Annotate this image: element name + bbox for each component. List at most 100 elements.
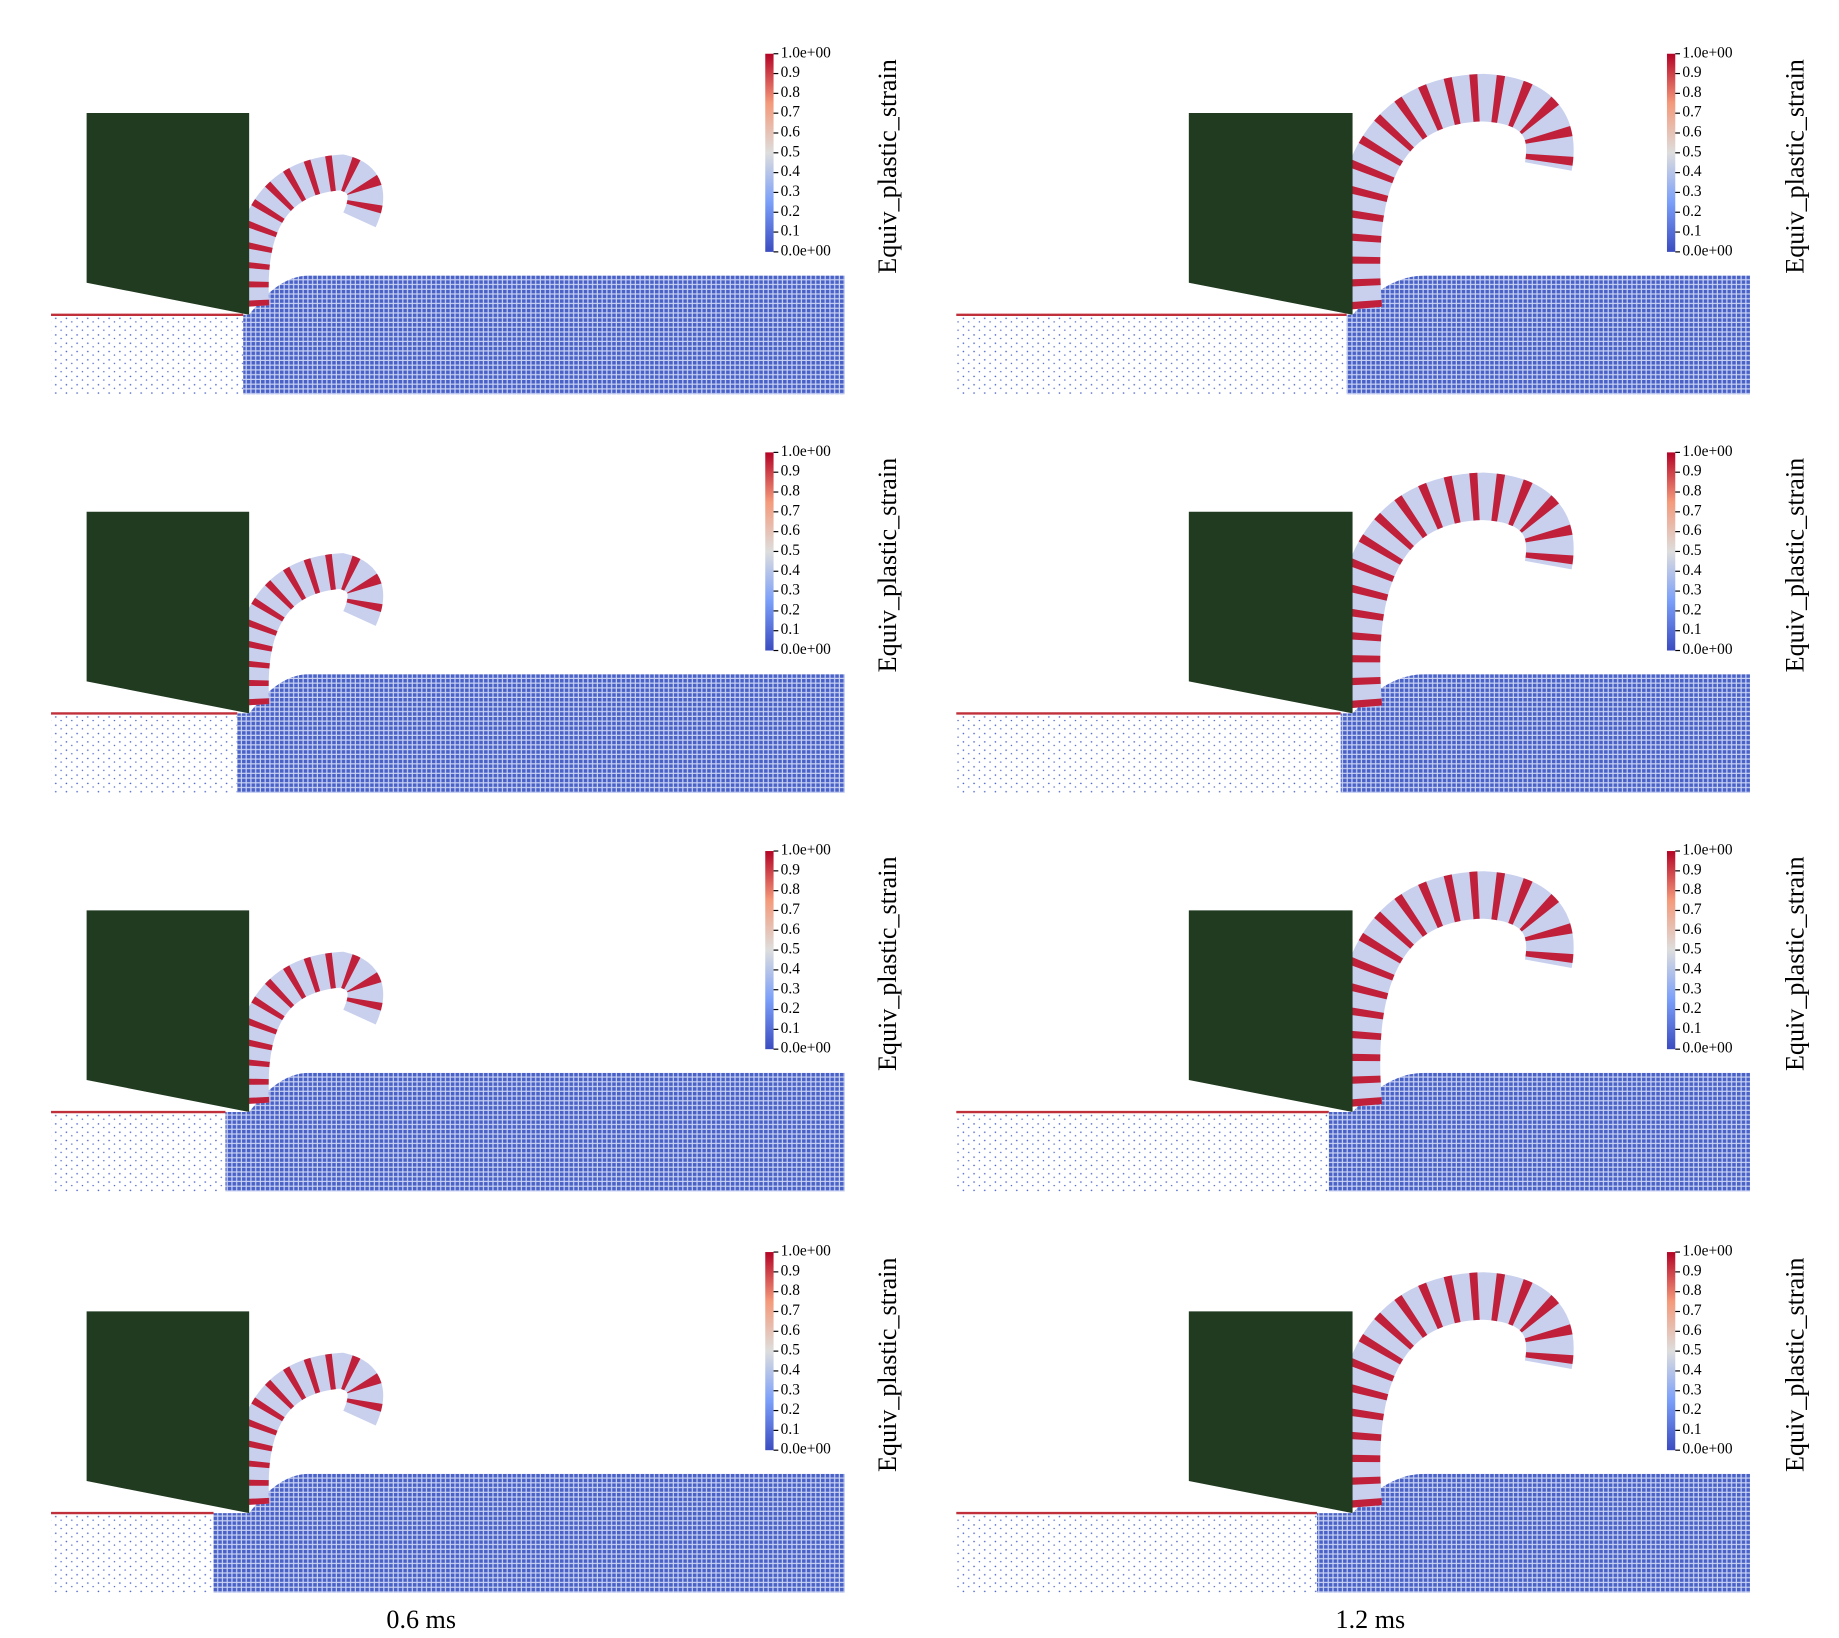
colorbar-tick-label: 0.4 (1682, 1361, 1702, 1378)
colorbar-title: Equiv_plastic_strain (873, 59, 902, 274)
colorbar-title: Equiv_plastic_strain (1780, 458, 1809, 673)
colorbar (765, 851, 774, 1050)
colorbar-tick-label: 1.0e+00 (1682, 443, 1732, 460)
cut-workpiece (1346, 275, 1751, 395)
chip-bands (1332, 1272, 1574, 1510)
panel: 0.0e+00 0.1 0.2 0.3 0.4 0.5 0.6 0.7 0.8 0.9 1.0e+0… (956, 44, 1809, 395)
colorbar-tick-label: 0.5 (781, 1342, 801, 1359)
cut-workpiece (1340, 674, 1751, 793)
colorbar-tick-label: 0.8 (1682, 1282, 1702, 1299)
panel: 0.0e+00 0.1 0.2 0.3 0.4 0.5 0.6 0.7 0.8 0.9 1.0e+0… (956, 842, 1809, 1192)
colorbar-tick-label: 0.7 (1682, 901, 1702, 918)
colorbar-tick-label: 0.5 (1682, 1342, 1702, 1359)
column-label: 0.6 ms (386, 1605, 456, 1634)
colorbar-tick-label: 0.0e+00 (781, 641, 831, 658)
colorbar-tick-label: 0.9 (1682, 463, 1702, 480)
colorbar-tick-label: 0.0e+00 (781, 1441, 831, 1458)
colorbar-tick-label: 0.9 (781, 64, 801, 81)
colorbar (1666, 851, 1676, 1050)
cut-workpiece (1316, 1473, 1751, 1593)
colorbar-tick-label: 0.3 (1682, 582, 1702, 599)
colorbar-tick-label: 0.1 (781, 621, 800, 638)
uncut-workpiece (956, 314, 1347, 395)
uncut-workpiece (51, 713, 238, 793)
colorbar-tick-label: 0.2 (1682, 203, 1701, 220)
colorbar-tick-label: 0.5 (781, 143, 801, 160)
colorbar-tick-label: 0.4 (1682, 960, 1702, 977)
panel: 0.0e+00 0.1 0.2 0.3 0.4 0.5 0.6 0.7 0.8 0.9 1.0e+0… (51, 44, 902, 395)
tool (1188, 113, 1353, 315)
colorbar-title: Equiv_plastic_strain (873, 458, 902, 673)
colorbar-tick-label: 0.6 (781, 1322, 801, 1339)
panel: 0.0e+00 0.1 0.2 0.3 0.4 0.5 0.6 0.7 0.8 0.9 1.0e+0… (956, 1243, 1809, 1593)
colorbar-tick-label: 1.0e+00 (1682, 44, 1732, 61)
colorbar-tick-label: 0.8 (781, 483, 801, 500)
chip (233, 951, 384, 1105)
column-label: 1.2 ms (1336, 1605, 1406, 1634)
colorbar-tick-label: 0.3 (1682, 980, 1702, 997)
colorbar-tick-label: 0.0e+00 (781, 1040, 831, 1057)
tool (1188, 1311, 1353, 1514)
colorbar-tick-label: 0.3 (1682, 1381, 1702, 1398)
tool (1188, 910, 1353, 1113)
colorbar-tick-label: 0.4 (1682, 163, 1702, 180)
colorbar-tick-label: 0.6 (781, 921, 801, 938)
uncut-workpiece (51, 1513, 214, 1593)
uncut-workpiece (51, 1112, 226, 1192)
colorbar-tick-label: 0.9 (1682, 861, 1702, 878)
colorbar-tick-label: 0.1 (781, 1020, 800, 1037)
colorbar-tick-label: 0.2 (781, 203, 800, 220)
colorbar-tick-label: 0.4 (1682, 562, 1702, 579)
colorbar (1666, 452, 1676, 651)
colorbar-tick-label: 0.2 (1682, 601, 1701, 618)
chip-bands (1332, 73, 1574, 311)
colorbar-tick-label: 0.7 (781, 502, 801, 519)
colorbar-title: Equiv_plastic_strain (873, 1258, 902, 1473)
panel: 0.0e+00 0.1 0.2 0.3 0.4 0.5 0.6 0.7 0.8 0.9 1.0e+0… (51, 443, 902, 793)
cut-workpiece (1328, 1072, 1751, 1192)
colorbar-tick-label: 0.9 (1682, 64, 1702, 81)
tool (86, 113, 250, 315)
uncut-workpiece (956, 1112, 1329, 1192)
colorbar-tick-label: 0.1 (781, 1421, 800, 1438)
uncut-workpiece (51, 314, 244, 395)
chip (233, 1352, 384, 1506)
colorbar-tick-label: 0.6 (1682, 522, 1702, 539)
colorbar-title: Equiv_plastic_strain (1780, 59, 1809, 274)
colorbar-tick-label: 0.4 (781, 163, 801, 180)
colorbar-tick-label: 1.0e+00 (781, 842, 831, 859)
colorbar-tick-label: 0.5 (781, 941, 801, 958)
colorbar-tick-label: 0.8 (1682, 881, 1702, 898)
colorbar-tick-label: 0.6 (1682, 124, 1702, 141)
panel: 0.0e+00 0.1 0.2 0.3 0.4 0.5 0.6 0.7 0.8 0.9 1.0e+0… (956, 443, 1809, 793)
colorbar-tick-label: 0.3 (781, 183, 801, 200)
colorbar-tick-label: 0.1 (781, 223, 800, 240)
colorbar-tick-label: 0.8 (781, 881, 801, 898)
colorbar-tick-label: 0.7 (1682, 502, 1702, 519)
colorbar-tick-label: 0.1 (1682, 621, 1701, 638)
colorbar-tick-label: 0.8 (781, 84, 801, 101)
chip (233, 154, 384, 308)
colorbar-tick-label: 0.7 (781, 1302, 801, 1319)
chip-bands (1332, 472, 1574, 710)
cut-workpiece (225, 1072, 845, 1192)
colorbar-tick-label: 1.0e+00 (781, 44, 831, 61)
colorbar-tick-label: 0.7 (781, 104, 801, 121)
colorbar-tick-label: 1.0e+00 (1682, 1243, 1732, 1260)
colorbar (765, 452, 774, 651)
colorbar-tick-label: 0.1 (1682, 1020, 1701, 1037)
colorbar-tick-label: 0.5 (781, 542, 801, 559)
colorbar-tick-label: 0.9 (781, 463, 801, 480)
colorbar (1666, 53, 1676, 252)
colorbar-tick-label: 0.7 (781, 901, 801, 918)
colorbar-title: Equiv_plastic_strain (873, 856, 902, 1071)
colorbar-tick-label: 0.0e+00 (1682, 1441, 1732, 1458)
colorbar-tick-label: 0.0e+00 (1682, 242, 1732, 259)
tool (86, 1311, 250, 1514)
cut-workpiece (237, 674, 845, 793)
colorbar-tick-label: 0.8 (1682, 84, 1702, 101)
colorbar-tick-label: 1.0e+00 (781, 443, 831, 460)
colorbar-tick-label: 0.3 (781, 1381, 801, 1398)
